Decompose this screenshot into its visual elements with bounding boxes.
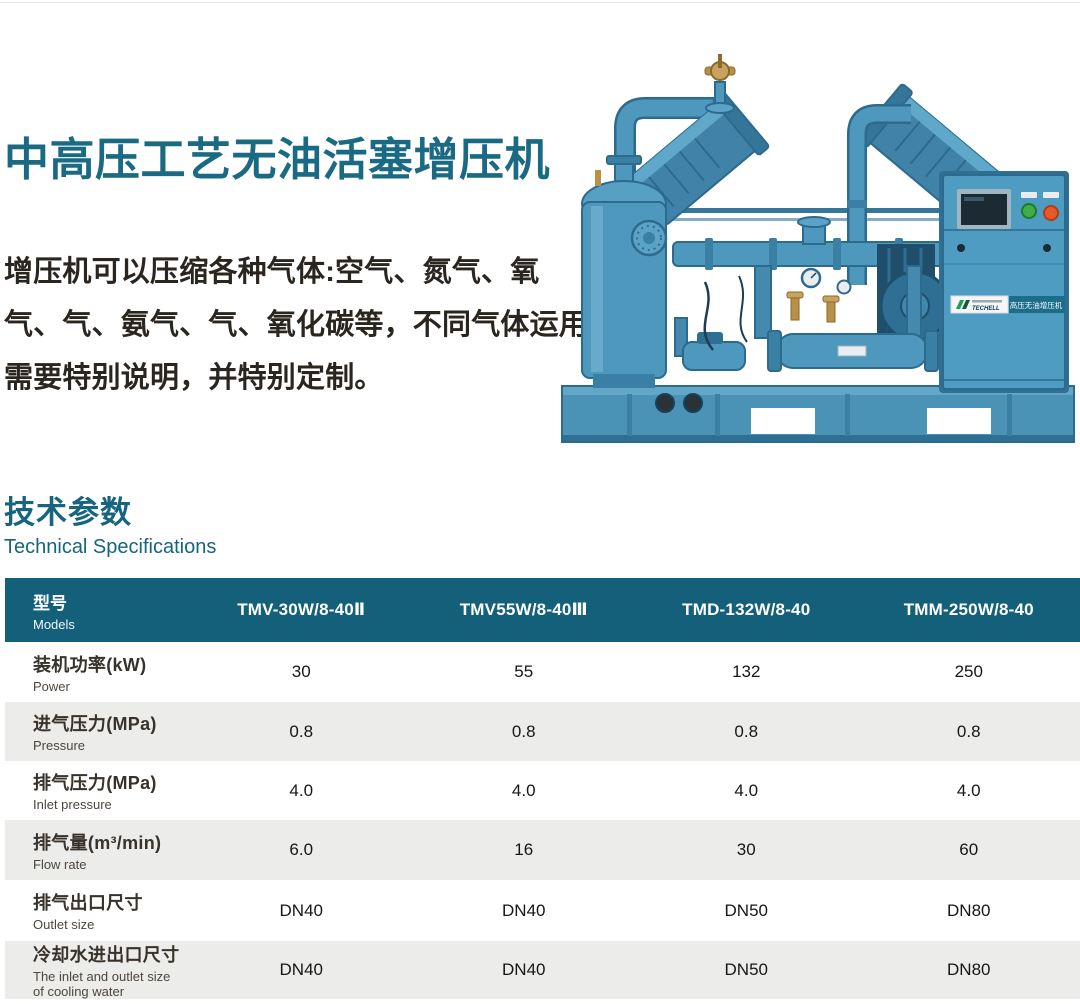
table-cell: 30: [291, 662, 311, 681]
page-title: 中高压工艺无油活塞增压机: [4, 134, 551, 186]
hose: [703, 281, 714, 351]
pipe: [849, 106, 911, 285]
table-body: 装机功率(kW) Power 30 55 132 250 进气压力(MPa) P…: [5, 642, 1080, 999]
header-label-cell: 型号 Models: [5, 589, 190, 632]
hose: [738, 275, 748, 343]
table-cell: DN40: [279, 960, 323, 979]
table-cell: DN40: [502, 900, 546, 920]
pipe: [906, 265, 922, 337]
table-cell: 250: [954, 662, 983, 681]
table-cell: DN50: [724, 900, 768, 920]
row-label-en: Outlet size: [33, 917, 95, 932]
table-row-power: 装机功率(kW) Power 30 55 132 250: [5, 642, 1080, 702]
table-row-discharge-pressure: 排气压力(MPa) Inlet pressure 4.0 4.0 4.0 4.0: [5, 761, 1080, 820]
spec-table: 型号 Models TMV-30W/8-40Ⅱ TMV55W/8-40Ⅲ TMD…: [5, 578, 1080, 999]
brass-valve: [786, 291, 840, 323]
table-cell: 6.0: [289, 840, 314, 859]
panel-label: 高压无油增压机: [1009, 296, 1064, 313]
table-cell: DN40: [279, 900, 323, 920]
pressure-gauge: [800, 267, 852, 295]
row-label-zh: 排气压力(MPa): [33, 773, 157, 793]
model-column-header: TMD-132W/8-40: [682, 600, 811, 619]
section-title-en: Technical Specifications: [4, 536, 217, 558]
row-label-en: Inlet pressure: [33, 797, 112, 812]
pump-unit: [674, 317, 746, 371]
model-column-header: TMM-250W/8-40: [903, 600, 1034, 619]
row-label-cell: 排气出口尺寸 Outlet size: [5, 889, 190, 932]
table-cell: 4.0: [734, 780, 759, 800]
pipe-flange: [847, 200, 867, 208]
table-cell: 16: [514, 840, 534, 859]
table-row-inlet-pressure: 进气压力(MPa) Pressure 0.8 0.8 0.8 0.8: [5, 702, 1080, 761]
model-column-header: TMV-30W/8-40Ⅱ: [237, 600, 366, 619]
door-handle[interactable]: [1043, 244, 1051, 252]
table-row-outlet-size: 排气出口尺寸 Outlet size DN40 DN40 DN50 DN80: [5, 880, 1080, 941]
row-label-cell: 排气压力(MPa) Inlet pressure: [5, 769, 190, 812]
row-label-en: Flow rate: [33, 856, 87, 872]
row-label-cell: 排气量(m³/min) Flow rate: [5, 829, 190, 872]
stop-button[interactable]: [1043, 205, 1059, 221]
top-divider: [0, 2, 1080, 3]
base-skid: [561, 385, 1075, 443]
table-header-row: 型号 Models TMV-30W/8-40Ⅱ TMV55W/8-40Ⅲ TMD…: [5, 578, 1080, 642]
table-cell: 55: [514, 662, 534, 681]
model-column-header: TMV55W/8-40Ⅲ: [459, 600, 588, 619]
product-description: 增压机可以压缩各种气体:空气、氮气、氧气、气、氨气、气、氧化碳等，不同气体运用需…: [4, 256, 589, 394]
product-photo-compressor: TECHELL 高压无油增压机: [561, 54, 1075, 443]
row-label-zh: 装机功率(kW): [33, 654, 147, 675]
table-cell: 0.8: [289, 721, 314, 741]
table-cell: 60: [959, 840, 979, 859]
table-cell: 0.8: [511, 721, 536, 741]
door-handle[interactable]: [957, 244, 965, 252]
row-label-en: Power: [33, 678, 70, 694]
svg-text:TECHELL: TECHELL: [972, 306, 1000, 312]
table-cell: DN50: [724, 960, 768, 979]
table-cell: 0.8: [956, 721, 981, 741]
table-cell: 30: [736, 840, 756, 859]
table-cell: 4.0: [289, 780, 314, 800]
safety-valve: [704, 54, 736, 114]
table-row-flow-rate: 排气量(m³/min) Flow rate 6.0 16 30 60: [5, 820, 1080, 880]
row-label-zh: 进气压力(MPa): [33, 714, 157, 734]
row-label-zh: 排气量(m³/min): [33, 832, 162, 853]
svg-text:高压无油增压机: 高压无油增压机: [1010, 300, 1063, 310]
table-row-cooling-water-size: 冷却水进出口尺寸 The inlet and outlet size of co…: [5, 941, 1080, 999]
cooler-vessel: [767, 330, 939, 372]
section-title-zh: 技术参数: [4, 495, 132, 530]
row-label-en: Pressure: [33, 738, 86, 753]
row-label-en: The inlet and outlet size of cooling wat…: [33, 969, 171, 999]
row-label-zh: 冷却水进出口尺寸: [33, 945, 180, 965]
start-button[interactable]: [1021, 203, 1037, 219]
table-cell: 4.0: [956, 780, 981, 800]
row-label-cell: 冷却水进出口尺寸 The inlet and outlet size of co…: [5, 941, 190, 999]
table-cell: DN80: [947, 900, 991, 920]
table-cell: DN40: [502, 960, 546, 979]
pipe: [754, 265, 772, 339]
table-cell: 132: [732, 662, 761, 681]
brand-label: TECHELL: [950, 295, 1009, 314]
control-cabinet: TECHELL 高压无油增压机: [939, 171, 1069, 393]
frame-rail: [650, 208, 960, 213]
row-label-cell: 装机功率(kW) Power: [5, 651, 190, 694]
row-label-cell: 进气压力(MPa) Pressure: [5, 710, 190, 753]
air-receiver-tank: [581, 155, 668, 388]
table-cell: 0.8: [734, 721, 759, 741]
table-cell: 4.0: [511, 780, 536, 800]
header-label-zh: 型号: [33, 593, 67, 613]
header-label-en: Models: [33, 616, 75, 632]
section-heading: 技术参数 Technical Specifications: [4, 487, 216, 559]
row-label-zh: 排气出口尺寸: [33, 893, 143, 913]
pipe: [616, 99, 717, 185]
manifold-pipe: [672, 216, 984, 270]
table-cell: DN80: [947, 960, 991, 979]
